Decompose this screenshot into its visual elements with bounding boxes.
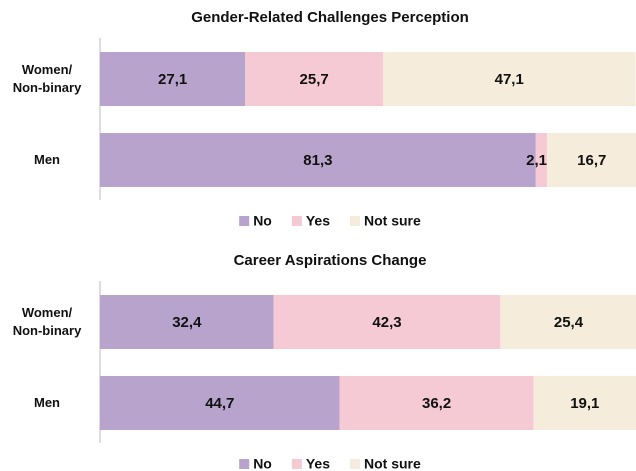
value-label: 19,1 <box>570 395 599 412</box>
value-label: 16,7 <box>577 152 606 169</box>
bar-segment <box>100 133 536 187</box>
bar-segment <box>100 52 246 106</box>
value-label: 25,7 <box>300 71 329 88</box>
legend-label: Not sure <box>364 213 421 229</box>
legend-swatch <box>350 216 361 226</box>
legend-label: Yes <box>306 456 330 471</box>
bar-segment <box>245 52 384 106</box>
bar-segment <box>383 52 636 106</box>
bar-segment <box>500 295 636 349</box>
bar-segment <box>535 133 548 187</box>
bar-segment <box>273 295 501 349</box>
legend-swatch <box>291 459 302 469</box>
value-label: 81,3 <box>303 152 332 169</box>
value-label: 2,1 <box>526 152 547 169</box>
chart-title: Career Aspirations Change <box>234 252 427 269</box>
value-label: 27,1 <box>158 71 187 88</box>
value-label: 42,3 <box>372 314 401 331</box>
legend-label: Yes <box>306 213 330 229</box>
bar-segment <box>547 133 636 187</box>
value-label: 44,7 <box>205 395 234 412</box>
legend-label: No <box>253 213 272 229</box>
category-label: Men <box>34 395 60 410</box>
bar-segment <box>339 376 534 430</box>
bar-segment <box>100 376 340 430</box>
chart-title: Gender-Related Challenges Perception <box>191 9 469 26</box>
category-label: Women/ Non-binary <box>12 62 82 95</box>
legend-label: Not sure <box>364 456 421 471</box>
bar-segment <box>533 376 636 430</box>
category-label: Men <box>34 152 60 167</box>
legend-swatch <box>291 216 302 226</box>
legend-swatch <box>239 459 250 469</box>
category-label: Women/ Non-binary <box>12 305 82 338</box>
value-label: 47,1 <box>495 71 524 88</box>
legend-swatch <box>350 459 361 469</box>
value-label: 36,2 <box>422 395 451 412</box>
legend-label: No <box>253 456 272 471</box>
bar-segment <box>100 295 274 349</box>
value-label: 25,4 <box>554 314 584 331</box>
legend-swatch <box>239 216 250 226</box>
value-label: 32,4 <box>172 314 202 331</box>
